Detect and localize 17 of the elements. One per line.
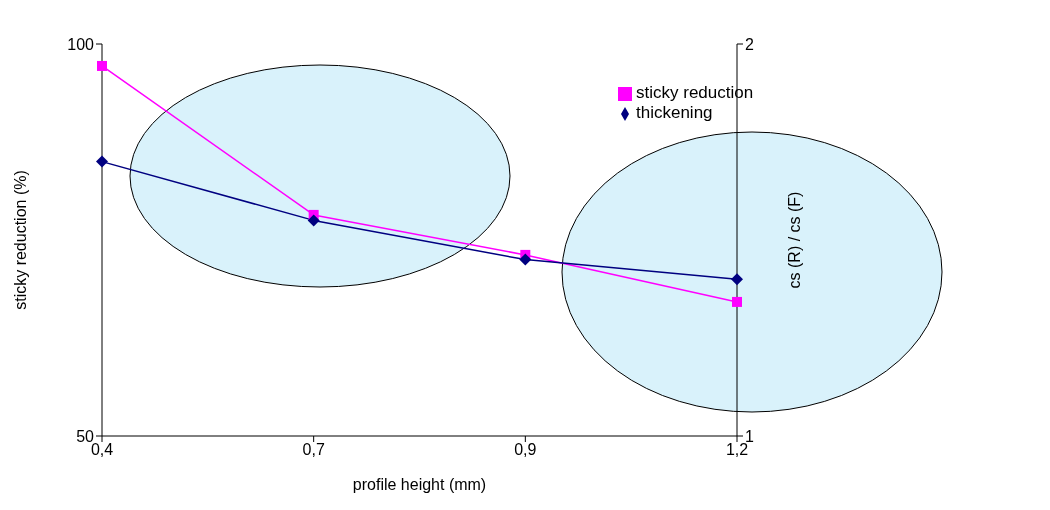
point xyxy=(519,253,532,266)
legend-label: thickening xyxy=(636,103,713,122)
x-tick-label: 1,2 xyxy=(725,441,749,459)
point xyxy=(97,60,107,71)
x-tick-label: 0,7 xyxy=(302,441,325,459)
y-tick-label: 100 xyxy=(67,35,95,53)
point xyxy=(96,155,108,168)
point xyxy=(307,214,320,227)
x-tick-label: 0,4 xyxy=(90,441,114,459)
y2-axis-title: cs (R) / cs (F) xyxy=(785,191,803,289)
y-axis-title: sticky reduction (%) xyxy=(11,170,29,310)
legend-label: sticky reduction xyxy=(636,83,754,102)
point xyxy=(732,296,742,307)
point xyxy=(731,273,743,286)
x-tick-label: 0,9 xyxy=(514,441,537,459)
y2-tick-label: 2 xyxy=(745,35,754,53)
x-axis-title: profile height (mm) xyxy=(352,476,487,493)
